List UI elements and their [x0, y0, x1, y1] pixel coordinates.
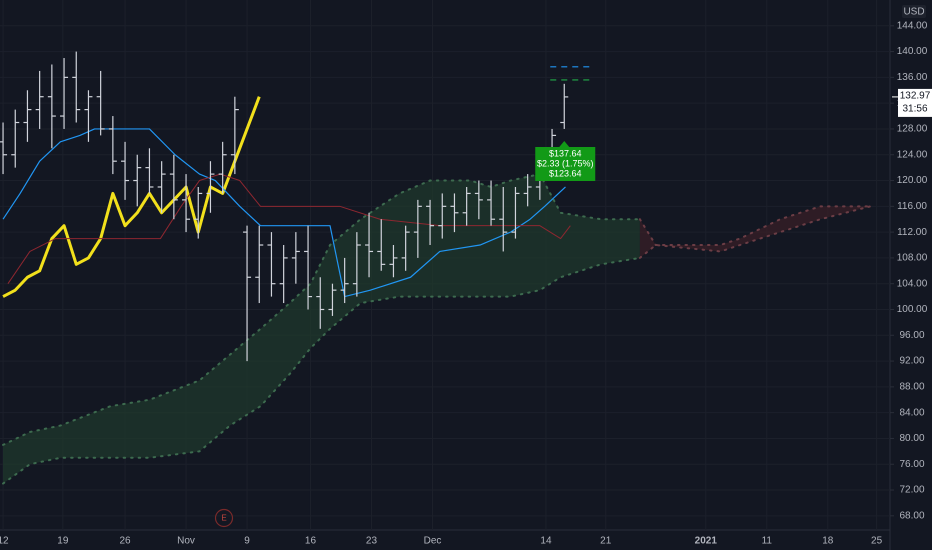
x-tick-label: 19: [57, 536, 69, 547]
y-tick-label: 84.00: [899, 407, 924, 418]
price-label-box: [898, 88, 932, 117]
y-tick-label: 80.00: [899, 433, 924, 444]
y-tick-label: 96.00: [899, 330, 924, 341]
y-tick-label: 128.00: [897, 124, 928, 135]
y-tick-label: 140.00: [897, 46, 928, 57]
y-tick-label: 144.00: [897, 20, 928, 31]
y-tick-label: 108.00: [897, 253, 928, 264]
currency-box: [902, 5, 926, 18]
indicator-line: [2, 128, 566, 298]
cloud-edge: [638, 205, 872, 247]
y-tick-label: 72.00: [899, 485, 924, 496]
indicator-line: [7, 173, 571, 284]
x-tick-label: 21: [600, 536, 612, 547]
y-tick-label: 100.00: [897, 304, 928, 315]
y-tick-label: 112.00: [897, 227, 927, 238]
cloud: [3, 174, 640, 484]
x-tick-label: Dec: [424, 536, 442, 547]
y-tick-label: 88.00: [899, 382, 924, 393]
x-tick-label: 16: [305, 536, 317, 547]
event-marker: [214, 508, 234, 528]
y-tick-label: 124.00: [897, 149, 928, 160]
x-tick-label: 23: [366, 536, 378, 547]
tooltip-text: $2.33 (1.75%): [537, 158, 594, 168]
currency: USD: [903, 7, 924, 18]
x-tick-label: 11: [762, 536, 773, 547]
y-tick-label: 116.00: [897, 201, 927, 212]
x-tick-label: Nov: [177, 536, 195, 547]
y-tick-label: 76.00: [899, 459, 924, 470]
countdown: 31:56: [902, 104, 927, 115]
tooltip-text: $137.64: [549, 148, 582, 158]
event-marker-label: E: [221, 514, 226, 523]
y-tick-label: 92.00: [899, 356, 924, 367]
cloud-edge: [2, 256, 641, 485]
y-tick-label: 136.00: [897, 72, 928, 83]
y-tick-label: 104.00: [897, 278, 928, 289]
last-price: 132.97: [900, 91, 931, 102]
cloud-edge: [638, 205, 872, 259]
tooltip-text: $123.64: [549, 168, 582, 178]
y-tick-label: 120.00: [897, 175, 928, 186]
x-tick-label: 9: [244, 536, 250, 547]
x-tick-label: 14: [540, 536, 552, 547]
cloud-edge: [2, 172, 641, 446]
x-tick-label: 18: [822, 536, 834, 547]
indicator-line: [2, 96, 261, 298]
x-tick-label: 25: [871, 536, 883, 547]
x-tick-label: 26: [119, 536, 131, 547]
x-tick-label: 12: [0, 536, 9, 547]
x-tick-label: 2021: [695, 536, 718, 547]
tooltip-box: [535, 140, 596, 181]
cloud: [639, 206, 871, 258]
y-tick-label: 68.00: [899, 510, 924, 521]
